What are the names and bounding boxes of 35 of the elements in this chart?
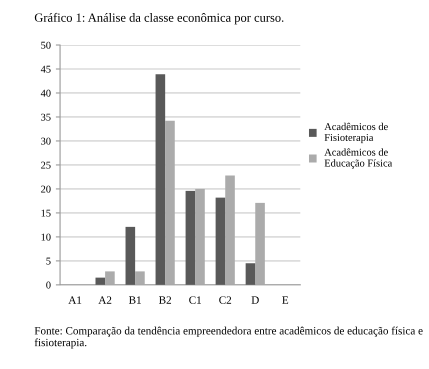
x-tick-label: A2 [98,296,112,304]
bar [126,226,136,285]
x-tick-label: C1 [189,296,202,304]
x-tick-label: D [252,296,259,304]
x-tick-label: C2 [219,296,232,304]
bar [186,190,196,285]
bar [165,120,175,285]
y-tick-label: 15 [42,210,51,217]
chart-title: Gráfico 1: Análise da classe econômica por curso. [34,12,284,24]
bar [156,74,166,285]
bar [255,202,265,285]
source-note: Fonte: Comparação da tendência empreendedora entre acadêmicos de educação física e fisioterapia. [34,326,423,349]
x-tick-label: B2 [159,296,172,304]
y-tick-label: 40 [40,90,51,97]
y-tick-label: 45 [40,66,51,73]
legend-label: Acadêmicos de Educação Física [324,148,392,169]
y-tick-label: 10 [42,234,51,241]
y-tick-label: 5 [46,258,51,265]
y-tick-label: 35 [41,114,51,121]
bar [105,271,115,285]
x-tick-label: B1 [128,296,141,304]
bar [135,271,145,285]
bar [95,278,106,285]
bar [216,198,226,285]
bar [246,263,256,285]
x-tick-label: E [282,296,288,304]
legend-label: Acadêmicos de Fisioterapia [324,122,388,144]
bar [195,188,205,285]
y-tick-label: 25 [41,162,51,169]
y-tick-label: 20 [41,186,51,193]
bar [225,175,235,285]
y-tick-label: 0 [46,282,51,289]
x-tick-label: A1 [68,296,82,304]
y-tick-label: 30 [41,138,51,145]
y-tick-label: 50 [41,42,51,49]
